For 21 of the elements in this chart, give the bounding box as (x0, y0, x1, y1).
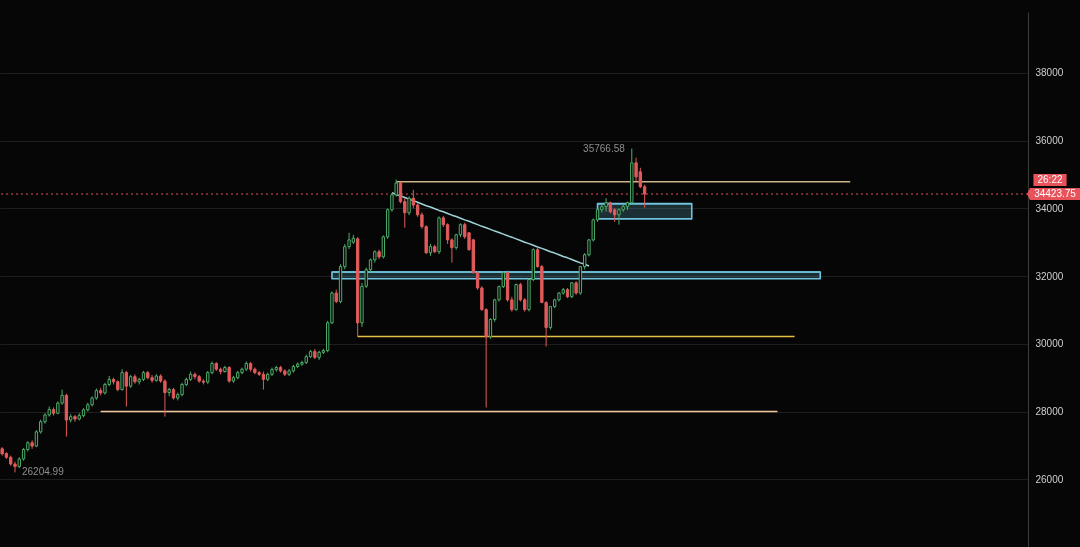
annotation: 26204.99 (21, 466, 65, 478)
candlestick (163, 378, 167, 418)
ref-line-label: 34423.75 (1034, 188, 1077, 200)
text: 26:22 (1037, 174, 1063, 186)
y-tick-label: 38000 (1035, 67, 1064, 79)
candlestick (120, 368, 124, 392)
candlestick (150, 374, 154, 384)
candlestick (124, 370, 129, 407)
y-tick-label: 26000 (1035, 473, 1064, 485)
candlestick (617, 207, 621, 226)
y-tick-label: 32000 (1035, 270, 1064, 282)
candlestick (604, 197, 608, 213)
candlestick (407, 196, 411, 216)
line-series (391, 192, 590, 267)
candlestick (30, 439, 34, 450)
candlestick (13, 461, 17, 473)
y-tick-label: 34000 (1035, 202, 1064, 214)
y-tick-label: 30000 (1035, 338, 1064, 350)
annotation: 35766.58 (583, 142, 626, 154)
y-tick-label: 28000 (1035, 406, 1064, 418)
y-tick-label: 36000 (1035, 135, 1064, 147)
